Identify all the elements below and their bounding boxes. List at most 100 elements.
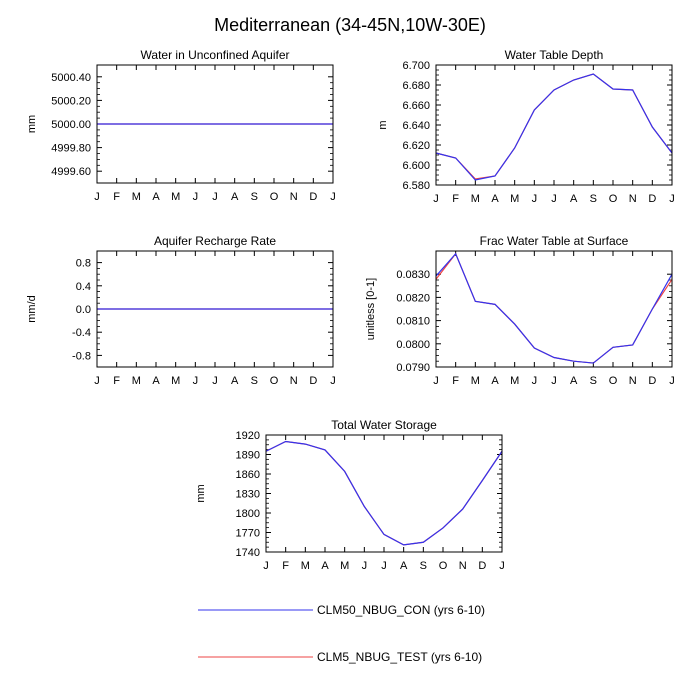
x-tick-label: M [340,560,349,572]
x-tick-label: N [629,375,637,387]
y-tick-label: 5000.00 [51,119,91,131]
y-tick-label: 0.0830 [396,269,430,281]
panel-title: Water in Unconfined Aquifer [141,48,290,62]
legend: CLM50_NBUG_CON (yrs 6-10) CLM5_NBUG_TEST… [198,603,485,664]
x-tick-label: J [433,375,439,387]
x-tick-label: J [669,375,675,387]
x-tick-label: M [132,191,141,203]
x-tick-label: J [212,375,218,387]
x-tick-label: M [471,193,480,205]
y-tick-label: 0.4 [76,281,91,293]
x-tick-label: M [171,375,180,387]
x-tick-label: J [362,560,368,572]
y-tick-label: 1830 [236,489,260,501]
y-tick-label: -0.4 [72,327,91,339]
y-tick-label: 6.700 [402,60,430,72]
y-tick-label: -0.8 [72,350,91,362]
x-tick-label: D [648,375,656,387]
series-line-con [435,73,673,181]
legend-label-test: CLM5_NBUG_TEST (yrs 6-10) [317,650,482,664]
y-axis-label: unitless [0-1] [365,278,377,340]
x-tick-label: M [471,375,480,387]
series-line-test [265,440,503,546]
y-axis-label: mm [195,484,207,502]
plot-frame [265,434,503,553]
y-axis-label: mm [26,115,38,133]
y-tick-label: 1770 [236,528,260,540]
x-tick-label: J [193,375,199,387]
x-tick-label: J [263,560,269,572]
x-tick-label: O [270,375,279,387]
x-tick-label: A [491,375,499,387]
x-tick-label: S [251,375,258,387]
x-tick-label: S [251,191,258,203]
x-tick-label: J [499,560,505,572]
x-tick-label: O [609,375,618,387]
y-tick-label: 0.0 [76,304,91,316]
x-tick-label: F [452,193,459,205]
x-tick-label: O [270,191,279,203]
y-axis-label: mm/d [26,295,38,323]
x-tick-label: M [301,560,310,572]
x-tick-label: O [609,193,618,205]
x-tick-label: D [309,375,317,387]
x-tick-label: N [290,375,298,387]
x-tick-label: A [491,193,499,205]
y-tick-label: 0.0820 [396,292,430,304]
x-tick-label: J [330,375,336,387]
y-tick-label: 1920 [236,430,260,442]
y-tick-label: 4999.80 [51,143,91,155]
y-tick-label: 5000.20 [51,95,91,107]
x-tick-label: M [132,375,141,387]
x-tick-label: A [400,560,408,572]
series-line-con [265,440,503,546]
x-tick-label: F [113,191,120,203]
panel-title: Frac Water Table at Surface [480,234,629,248]
legend-label-con: CLM50_NBUG_CON (yrs 6-10) [317,603,485,617]
y-tick-label: 1860 [236,469,260,481]
series-line-test [435,252,673,364]
y-tick-label: 6.580 [402,180,430,192]
x-tick-label: A [231,191,239,203]
x-tick-label: A [231,375,239,387]
y-tick-label: 6.640 [402,120,430,132]
y-tick-label: 6.600 [402,160,430,172]
x-tick-label: J [381,560,387,572]
x-tick-label: J [551,375,557,387]
y-tick-label: 0.0810 [396,316,430,328]
panel-title: Water Table Depth [505,48,604,62]
x-tick-label: A [570,375,578,387]
plot-frame [96,250,334,368]
plot-frame [435,250,673,368]
x-tick-label: F [282,560,289,572]
y-tick-label: 1800 [236,508,260,520]
x-tick-label: D [309,191,317,203]
y-axis-label: m [377,120,389,129]
x-tick-label: M [510,193,519,205]
x-tick-label: O [439,560,448,572]
y-tick-label: 0.8 [76,258,91,270]
panel-4: Frac Water Table at Surface unitless [0-1… [365,234,675,387]
y-tick-label: 6.620 [402,140,430,152]
y-tick-label: 4999.60 [51,166,91,178]
y-tick-label: 6.660 [402,100,430,112]
x-tick-label: J [212,191,218,203]
x-tick-label: M [171,191,180,203]
y-tick-label: 0.0790 [396,362,430,374]
x-tick-label: F [113,375,120,387]
x-tick-label: J [669,193,675,205]
x-tick-label: J [94,375,100,387]
x-tick-label: D [478,560,486,572]
x-tick-label: M [510,375,519,387]
x-tick-label: N [459,560,467,572]
y-tick-label: 0.0800 [396,339,430,351]
x-tick-label: F [452,375,459,387]
plot-frame [96,64,334,184]
panel-title: Total Water Storage [331,418,437,432]
x-tick-label: J [433,193,439,205]
x-tick-label: J [94,191,100,203]
